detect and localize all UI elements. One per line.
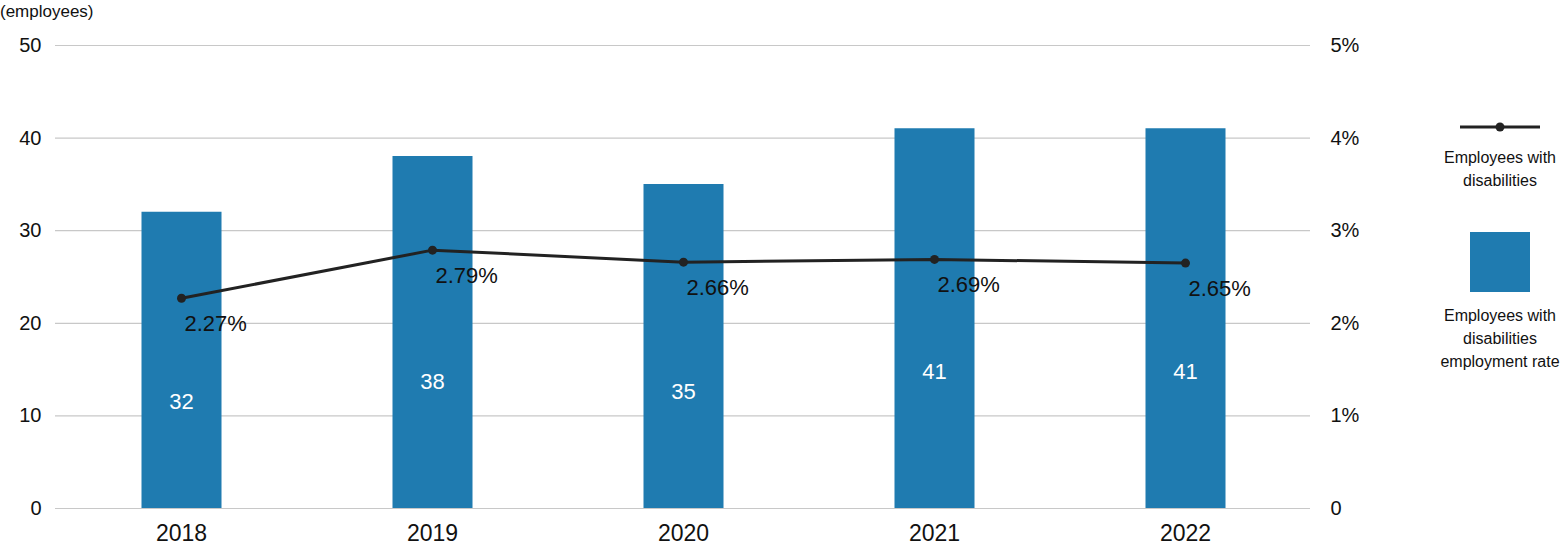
svg-text:35: 35 xyxy=(671,379,695,404)
html-text:Employees with disabilities: Employees with disabilities xyxy=(1444,149,1556,189)
svg-text:2018: 2018 xyxy=(156,520,207,546)
svg-text:2.66%: 2.66% xyxy=(687,275,749,300)
svg-text:38: 38 xyxy=(420,369,444,394)
svg-text:50: 50 xyxy=(19,34,41,56)
svg-text:40: 40 xyxy=(19,127,41,149)
svg-text:4%: 4% xyxy=(1331,127,1360,149)
svg-text:32: 32 xyxy=(169,389,193,414)
svg-text:41: 41 xyxy=(1173,359,1197,384)
svg-text:30: 30 xyxy=(19,219,41,241)
html-text:Employees with disabilities em: Employees with disabilities employment r… xyxy=(1440,307,1560,370)
svg-text:1%: 1% xyxy=(1331,404,1360,426)
svg-text:5%: 5% xyxy=(1331,34,1360,56)
svg-text:2.79%: 2.79% xyxy=(436,263,498,288)
svg-text:2021: 2021 xyxy=(909,520,960,546)
svg-text:2.27%: 2.27% xyxy=(185,311,247,336)
html-text:(employees): (employees) xyxy=(0,2,94,21)
svg-text:0: 0 xyxy=(30,497,41,519)
svg-text:2019: 2019 xyxy=(407,520,458,546)
svg-text:2020: 2020 xyxy=(658,520,709,546)
svg-text:20: 20 xyxy=(19,312,41,334)
svg-text:2%: 2% xyxy=(1331,312,1360,334)
svg-text:2022: 2022 xyxy=(1160,520,1211,546)
svg-text:41: 41 xyxy=(922,359,946,384)
svg-text:2.69%: 2.69% xyxy=(938,272,1000,297)
svg-text:2.65%: 2.65% xyxy=(1189,276,1251,301)
svg-text:0: 0 xyxy=(1331,497,1342,519)
svg-text:10: 10 xyxy=(19,404,41,426)
svg-text:3%: 3% xyxy=(1331,219,1360,241)
